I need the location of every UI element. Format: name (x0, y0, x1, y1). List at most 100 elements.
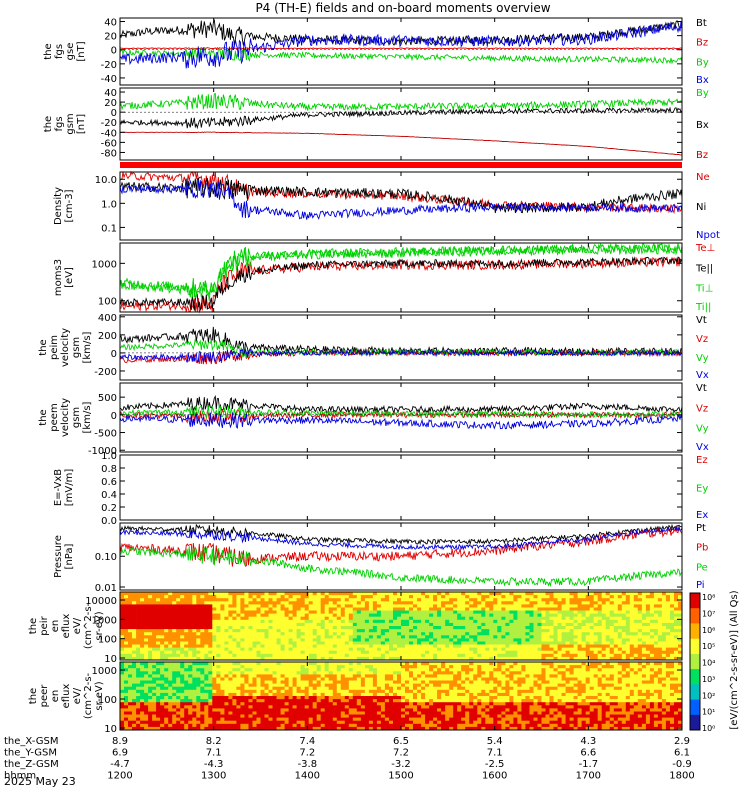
heatmap-cell (160, 668, 165, 672)
heatmap-cell (280, 644, 285, 648)
heatmap-cell (224, 604, 229, 608)
heatmap-cell (172, 613, 177, 618)
heatmap-cell (589, 644, 595, 648)
heatmap-cell (368, 705, 374, 709)
heatmap-cell (268, 626, 273, 630)
heatmap-cell (368, 601, 374, 605)
heatmap-cell (340, 668, 346, 672)
heatmap-cell (236, 647, 241, 652)
heatmap-cell (160, 720, 165, 725)
heatmap-cell (148, 665, 153, 669)
heatmap-cell (569, 607, 574, 611)
heatmap-cell (272, 699, 277, 703)
heatmap-cell (336, 656, 342, 661)
heatmap-cell (328, 662, 334, 666)
heatmap-cell (196, 644, 201, 648)
heatmap-cell (413, 629, 418, 633)
heatmap-cell (260, 607, 265, 611)
heatmap-cell (256, 705, 261, 709)
heatmap-cell (156, 592, 161, 596)
heatmap-cell (569, 626, 574, 630)
heatmap-cell (356, 708, 362, 712)
heatmap-cell (621, 610, 627, 614)
heatmap-cell (192, 622, 197, 627)
heatmap-cell (336, 595, 342, 599)
heatmap-cell (645, 622, 651, 627)
heatmap-cell (324, 650, 330, 655)
heatmap-cell (441, 650, 446, 655)
heatmap-cell (320, 632, 326, 636)
heatmap-cell (545, 604, 550, 608)
heatmap-cell (389, 607, 394, 611)
heatmap-cell (401, 708, 406, 712)
heatmap-cell (248, 598, 253, 602)
heatmap-cell (272, 677, 277, 681)
heatmap-cell (264, 696, 269, 700)
heatmap-cell (264, 644, 269, 648)
heatmap-cell (140, 622, 145, 627)
heatmap-cell (208, 604, 213, 608)
heatmap-cell (661, 632, 667, 636)
heatmap-cell (276, 717, 281, 722)
heatmap-cell (348, 689, 354, 694)
heatmap-cell (200, 723, 205, 728)
heatmap-cell (352, 689, 358, 694)
heatmap-cell (429, 635, 434, 639)
heatmap-cell (212, 604, 217, 608)
heatmap-cell (296, 705, 301, 709)
heatmap-cell (625, 613, 631, 618)
heatmap-cell (569, 592, 574, 596)
heatmap-cell (164, 699, 169, 703)
heatmap-cell (529, 622, 534, 627)
heatmap-cell (637, 638, 643, 642)
heatmap-cell (240, 638, 245, 642)
heatmap-cell (533, 653, 538, 658)
heatmap-cell (513, 635, 518, 639)
heatmap-cell (421, 638, 426, 642)
heatmap-cell (517, 635, 522, 639)
heatmap-cell (276, 595, 281, 599)
heatmap-cell (380, 613, 386, 618)
heatmap-cell (384, 616, 390, 621)
heatmap-cell (376, 622, 382, 627)
heatmap-cell (372, 662, 378, 666)
heatmap-cell (376, 641, 382, 645)
heatmap-cell (200, 601, 205, 605)
heatmap-cell (433, 622, 438, 627)
heatmap-cell (240, 696, 245, 700)
heatmap-cell (320, 668, 326, 672)
heatmap-cell (236, 683, 241, 688)
heatmap-cell (236, 723, 241, 728)
heatmap-cell (144, 622, 149, 627)
heatmap-cell (380, 604, 386, 608)
heatmap-cell (236, 720, 241, 725)
heatmap-cell (649, 635, 655, 639)
heatmap-cell (328, 610, 334, 614)
heatmap-cell (653, 632, 659, 636)
heatmap-cell (581, 592, 586, 596)
heatmap-cell (665, 622, 671, 627)
heatmap-cell (228, 619, 233, 624)
heatmap-cell (585, 607, 591, 611)
heatmap-cell (328, 598, 334, 602)
heatmap-cell (525, 644, 530, 648)
heatmap-cell (136, 723, 141, 728)
heatmap-cell (645, 619, 651, 624)
heatmap-cell (601, 601, 607, 605)
heatmap-cell (316, 622, 322, 627)
heatmap-cell (477, 644, 482, 648)
heatmap-cell (328, 638, 334, 642)
heatmap-cell (633, 644, 639, 648)
heatmap-cell (180, 604, 185, 608)
heatmap-cell (260, 662, 265, 666)
heatmap-cell (384, 638, 390, 642)
heatmap-cell (344, 711, 350, 715)
heatmap-cell (340, 677, 346, 681)
heatmap-cell (401, 604, 406, 608)
heatmap-cell (292, 714, 297, 718)
heatmap-cell (188, 616, 193, 621)
heatmap-cell (292, 699, 297, 703)
heatmap-cell (348, 647, 354, 652)
heatmap-cell (409, 592, 414, 596)
legend-peem_velocity-Vz: Vz (696, 403, 708, 414)
